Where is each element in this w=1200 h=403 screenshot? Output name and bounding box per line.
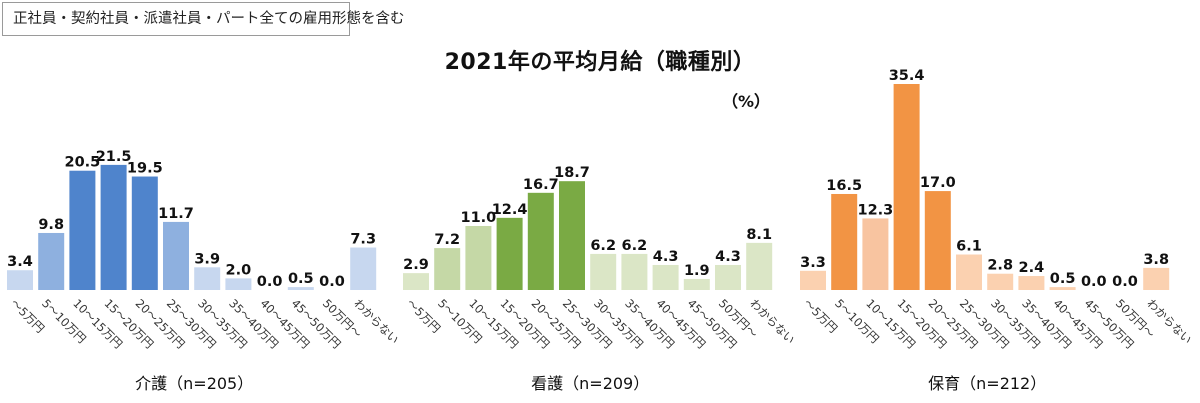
- bar-kaigo-3: [69, 170, 96, 290]
- bar-hoiku-8: [1018, 276, 1045, 290]
- bar-kango-7: [590, 253, 617, 290]
- value-label-hoiku-6: 6.1: [956, 239, 982, 255]
- value-label-hoiku-9: 0.5: [1050, 271, 1076, 287]
- value-label-kango-4: 12.4: [492, 202, 528, 218]
- value-label-hoiku-1: 3.3: [800, 255, 826, 271]
- bar-hoiku-4: [893, 84, 920, 290]
- value-label-kaigo-5: 19.5: [127, 161, 163, 177]
- value-label-hoiku-5: 17.0: [920, 175, 956, 191]
- value-label-kango-10: 1.9: [684, 263, 710, 279]
- bar-hoiku-3: [862, 218, 889, 290]
- value-label-kaigo-4: 21.5: [96, 149, 132, 165]
- bar-kaigo-12: [350, 247, 377, 290]
- x-tick-label-hoiku-1: 〜5万円: [801, 296, 840, 335]
- bar-kaigo-10: [287, 287, 314, 290]
- bar-kaigo-2: [38, 232, 65, 290]
- value-label-kaigo-3: 20.5: [65, 155, 101, 171]
- value-label-kango-11: 4.3: [715, 249, 741, 265]
- value-label-hoiku-12: 3.8: [1143, 252, 1169, 268]
- bar-kango-3: [465, 225, 492, 290]
- chart-title: 2021年の平均月給（職種別）: [444, 50, 756, 75]
- value-label-kango-5: 16.7: [523, 177, 559, 193]
- bar-kango-2: [434, 248, 461, 290]
- bar-kaigo-1: [7, 270, 33, 290]
- bar-kaigo-8: [225, 278, 252, 290]
- value-label-kango-12: 8.1: [746, 227, 772, 243]
- value-label-kango-8: 6.2: [622, 238, 648, 254]
- value-label-hoiku-11: 0.0: [1112, 274, 1138, 290]
- employment-type-note: 正社員・契約社員・派遣社員・パート全ての雇用形態を含む: [2, 2, 405, 36]
- bar-kango-9: [652, 264, 679, 290]
- value-label-kaigo-10: 0.5: [288, 271, 314, 287]
- value-label-kango-9: 4.3: [653, 249, 679, 265]
- value-label-hoiku-3: 12.3: [858, 202, 894, 218]
- value-label-kaigo-1: 3.4: [7, 254, 33, 270]
- x-tick-label-kango-12: わからない: [747, 296, 798, 347]
- value-label-kango-2: 7.2: [434, 232, 460, 248]
- value-label-hoiku-8: 2.4: [1019, 260, 1045, 276]
- value-label-kaigo-6: 11.7: [158, 206, 194, 222]
- bar-kango-12: [746, 242, 773, 290]
- bar-kaigo-5: [131, 176, 158, 290]
- unit-label: （%）: [722, 92, 771, 111]
- value-label-kango-3: 11.0: [461, 210, 497, 226]
- bar-kango-4: [496, 217, 523, 290]
- value-label-kango-1: 2.9: [403, 257, 429, 273]
- x-tick-label-kaigo-1: 〜5万円: [8, 296, 47, 335]
- value-label-kaigo-2: 9.8: [38, 217, 64, 233]
- bar-kango-6: [559, 181, 585, 290]
- value-label-hoiku-7: 2.8: [987, 258, 1013, 274]
- panel-label-kaigo: 介護（n=205）: [135, 374, 253, 393]
- bar-kango-5: [527, 192, 554, 290]
- value-label-kaigo-11: 0.0: [319, 274, 345, 290]
- bar-kango-1: [403, 273, 429, 290]
- value-label-kango-6: 18.7: [554, 165, 590, 181]
- bar-kaigo-6: [163, 221, 189, 290]
- value-label-hoiku-4: 35.4: [889, 68, 925, 84]
- value-label-kaigo-12: 7.3: [350, 232, 376, 248]
- bar-hoiku-2: [831, 193, 858, 290]
- bar-hoiku-7: [987, 273, 1014, 290]
- x-tick-label-hoiku-12: わからない: [1144, 296, 1195, 347]
- panel-label-hoiku: 保育（n=212）: [928, 374, 1046, 393]
- x-tick-label-kango-1: 〜5万円: [404, 296, 443, 335]
- bar-kaigo-7: [194, 267, 221, 290]
- bar-hoiku-9: [1049, 287, 1076, 290]
- bar-kango-11: [715, 264, 741, 290]
- panel-label-kango: 看護（n=209）: [531, 374, 649, 393]
- value-label-kaigo-7: 3.9: [194, 251, 220, 267]
- x-tick-label-kaigo-12: わからない: [351, 296, 402, 347]
- value-label-kango-7: 6.2: [590, 238, 616, 254]
- value-label-kaigo-8: 2.0: [226, 262, 252, 278]
- bar-hoiku-12: [1143, 267, 1170, 290]
- bar-kaigo-4: [100, 164, 127, 290]
- bar-hoiku-6: [956, 254, 982, 290]
- bar-hoiku-5: [924, 191, 951, 290]
- bar-kango-8: [621, 253, 648, 290]
- value-label-hoiku-10: 0.0: [1081, 274, 1107, 290]
- bar-kango-10: [683, 278, 710, 290]
- value-label-kaigo-9: 0.0: [257, 274, 283, 290]
- value-label-hoiku-2: 16.5: [826, 178, 862, 194]
- bar-hoiku-1: [800, 270, 826, 290]
